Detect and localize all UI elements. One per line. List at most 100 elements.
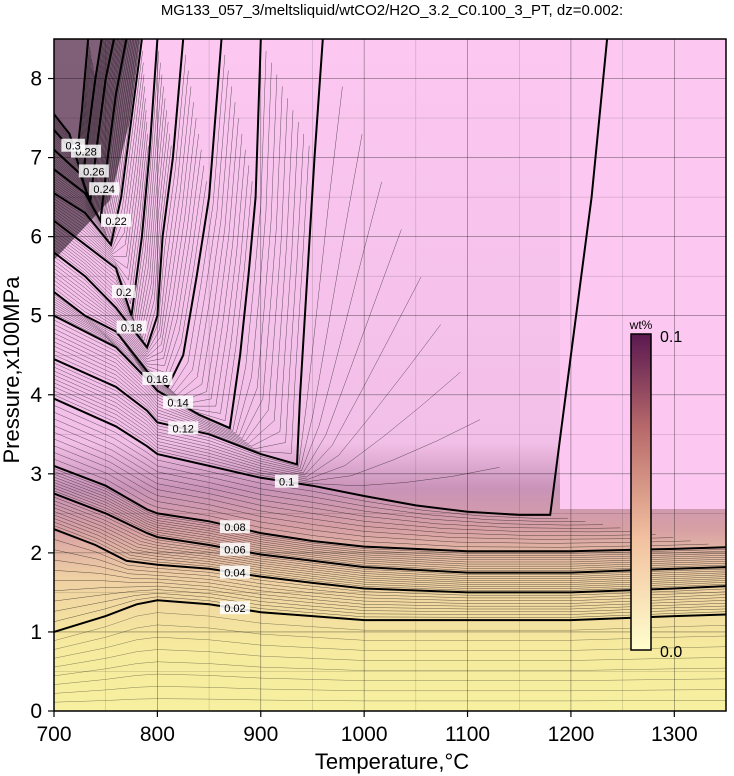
- minor-contour-line: [54, 50, 160, 319]
- y-axis-title: Pressure,x100MPa: [0, 276, 24, 464]
- x-tick-label: 1200: [548, 723, 595, 746]
- minor-contour-line: [54, 181, 382, 471]
- contour-label-0.16: 0.16: [147, 374, 168, 386]
- contour-label-0.06: 0.06: [224, 545, 245, 557]
- minor-contour-line: [54, 70, 189, 353]
- minor-contour-line: [54, 110, 294, 444]
- contour-label-bg: [116, 320, 147, 334]
- minor-contour-line: [54, 485, 726, 567]
- minor-contour-line: [54, 514, 726, 585]
- minor-contour-line: [54, 636, 726, 659]
- minor-contour-line: [54, 559, 726, 601]
- contour-label-bg: [142, 371, 173, 385]
- minor-contour-line: [54, 589, 726, 613]
- minor-contour-line: [54, 468, 726, 554]
- minor-contour-line: [54, 98, 288, 442]
- y-tick-label: 3: [30, 463, 42, 486]
- x-tick-label: 1000: [341, 723, 388, 746]
- minor-contour-line: [54, 229, 402, 474]
- minor-contour-line: [54, 39, 138, 239]
- contour-label-0.26: 0.26: [83, 166, 104, 178]
- minor-contour-line: [54, 118, 197, 360]
- contour-line-0.16: [54, 39, 223, 389]
- minor-contour-line: [54, 487, 726, 569]
- contour-label-bg: [78, 164, 109, 178]
- minor-contour-line: [54, 39, 132, 229]
- minor-contour-line: [54, 98, 146, 257]
- contour-label-bg: [61, 138, 85, 152]
- minor-contour-line: [54, 673, 726, 685]
- contour-line-0.06: [54, 492, 726, 574]
- minor-contour-line: [54, 518, 726, 587]
- minor-contour-line: [54, 394, 500, 487]
- minor-contour-line: [54, 121, 148, 281]
- minor-contour-line: [54, 74, 278, 437]
- minor-contour-line: [54, 62, 144, 250]
- y-tick-label: 7: [30, 147, 42, 170]
- y-tick-label: 4: [30, 384, 42, 407]
- colorbar-min-label: 0.0: [660, 644, 682, 661]
- minor-contour-line: [54, 86, 192, 355]
- minor-contour-line: [54, 649, 726, 668]
- plot-frame: [53, 38, 727, 712]
- contour-label-bg: [274, 474, 299, 488]
- x-tick-label: 900: [243, 723, 278, 746]
- minor-contour-line: [54, 432, 639, 533]
- contour-label-bg: [219, 601, 250, 615]
- contour-label-0.04: 0.04: [224, 568, 245, 580]
- minor-contour-line: [54, 418, 604, 526]
- minor-contour-line: [54, 452, 691, 544]
- chart-title: MG133_057_3/meltsliquid/wtCO2/H2O_3.2_C0…: [161, 2, 623, 19]
- minor-contour-line: [54, 482, 726, 565]
- minor-contour-line: [54, 110, 167, 336]
- minor-contour-line: [54, 133, 171, 342]
- minor-contour-line: [54, 570, 726, 604]
- contour-label-bg: [101, 213, 132, 227]
- contour-label-bg: [219, 520, 250, 534]
- minor-contour-line: [54, 490, 726, 571]
- minor-contour-line: [54, 511, 726, 583]
- minor-contour-line: [54, 86, 146, 255]
- minor-contour-line: [54, 473, 726, 558]
- x-axis-title: Temperature,°C: [315, 749, 469, 774]
- minor-contour-line: [54, 592, 726, 615]
- contour-label-0.02: 0.02: [224, 603, 245, 615]
- minor-contour-line: [54, 102, 194, 358]
- minor-contour-line: [54, 390, 481, 482]
- contour-line-0.1: [54, 39, 609, 516]
- minor-contour-line: [54, 133, 199, 362]
- contour-line-0.18: [54, 39, 185, 350]
- minor-contour-line: [54, 661, 726, 677]
- contour-label-bg: [219, 565, 250, 579]
- y-axis-ticks: 0 1 2 3 4 5 6 7 8: [30, 68, 54, 723]
- minor-contour-line: [54, 445, 674, 540]
- minor-contour-line: [54, 50, 267, 431]
- minor-contour-line: [54, 86, 283, 439]
- contour-label-0.08: 0.08: [224, 522, 245, 534]
- minor-contour-line: [54, 496, 726, 575]
- contour-label-bg: [163, 395, 194, 409]
- y-tick-label: 2: [30, 542, 42, 565]
- contour-label-0.3: 0.3: [65, 141, 80, 153]
- x-tick-label: 700: [36, 723, 71, 746]
- minor-contour-line: [54, 70, 229, 393]
- minor-contour-line: [54, 121, 299, 447]
- colorbar-max-label: 0.1: [660, 329, 682, 346]
- minor-contour-line: [54, 504, 726, 579]
- contour-label-0.14: 0.14: [167, 398, 188, 410]
- minor-contour-line: [54, 539, 726, 596]
- minor-contour-line: [54, 686, 726, 694]
- x-tick-label: 1100: [445, 723, 490, 746]
- minor-contour-line: [54, 54, 187, 351]
- minor-contour-line: [54, 110, 147, 269]
- minor-contour-line: [54, 580, 726, 607]
- contour-label-0.1: 0.1: [279, 477, 294, 489]
- minor-contour-line: [54, 525, 726, 591]
- colorbar-gradient: [630, 333, 652, 651]
- minor-contour-line: [54, 476, 726, 561]
- minor-contour-line: [54, 324, 441, 478]
- minor-contour-line: [54, 39, 130, 227]
- minor-contour-line: [54, 50, 143, 248]
- x-tick-label: 1300: [651, 723, 698, 746]
- minor-contour-line: [54, 458, 709, 548]
